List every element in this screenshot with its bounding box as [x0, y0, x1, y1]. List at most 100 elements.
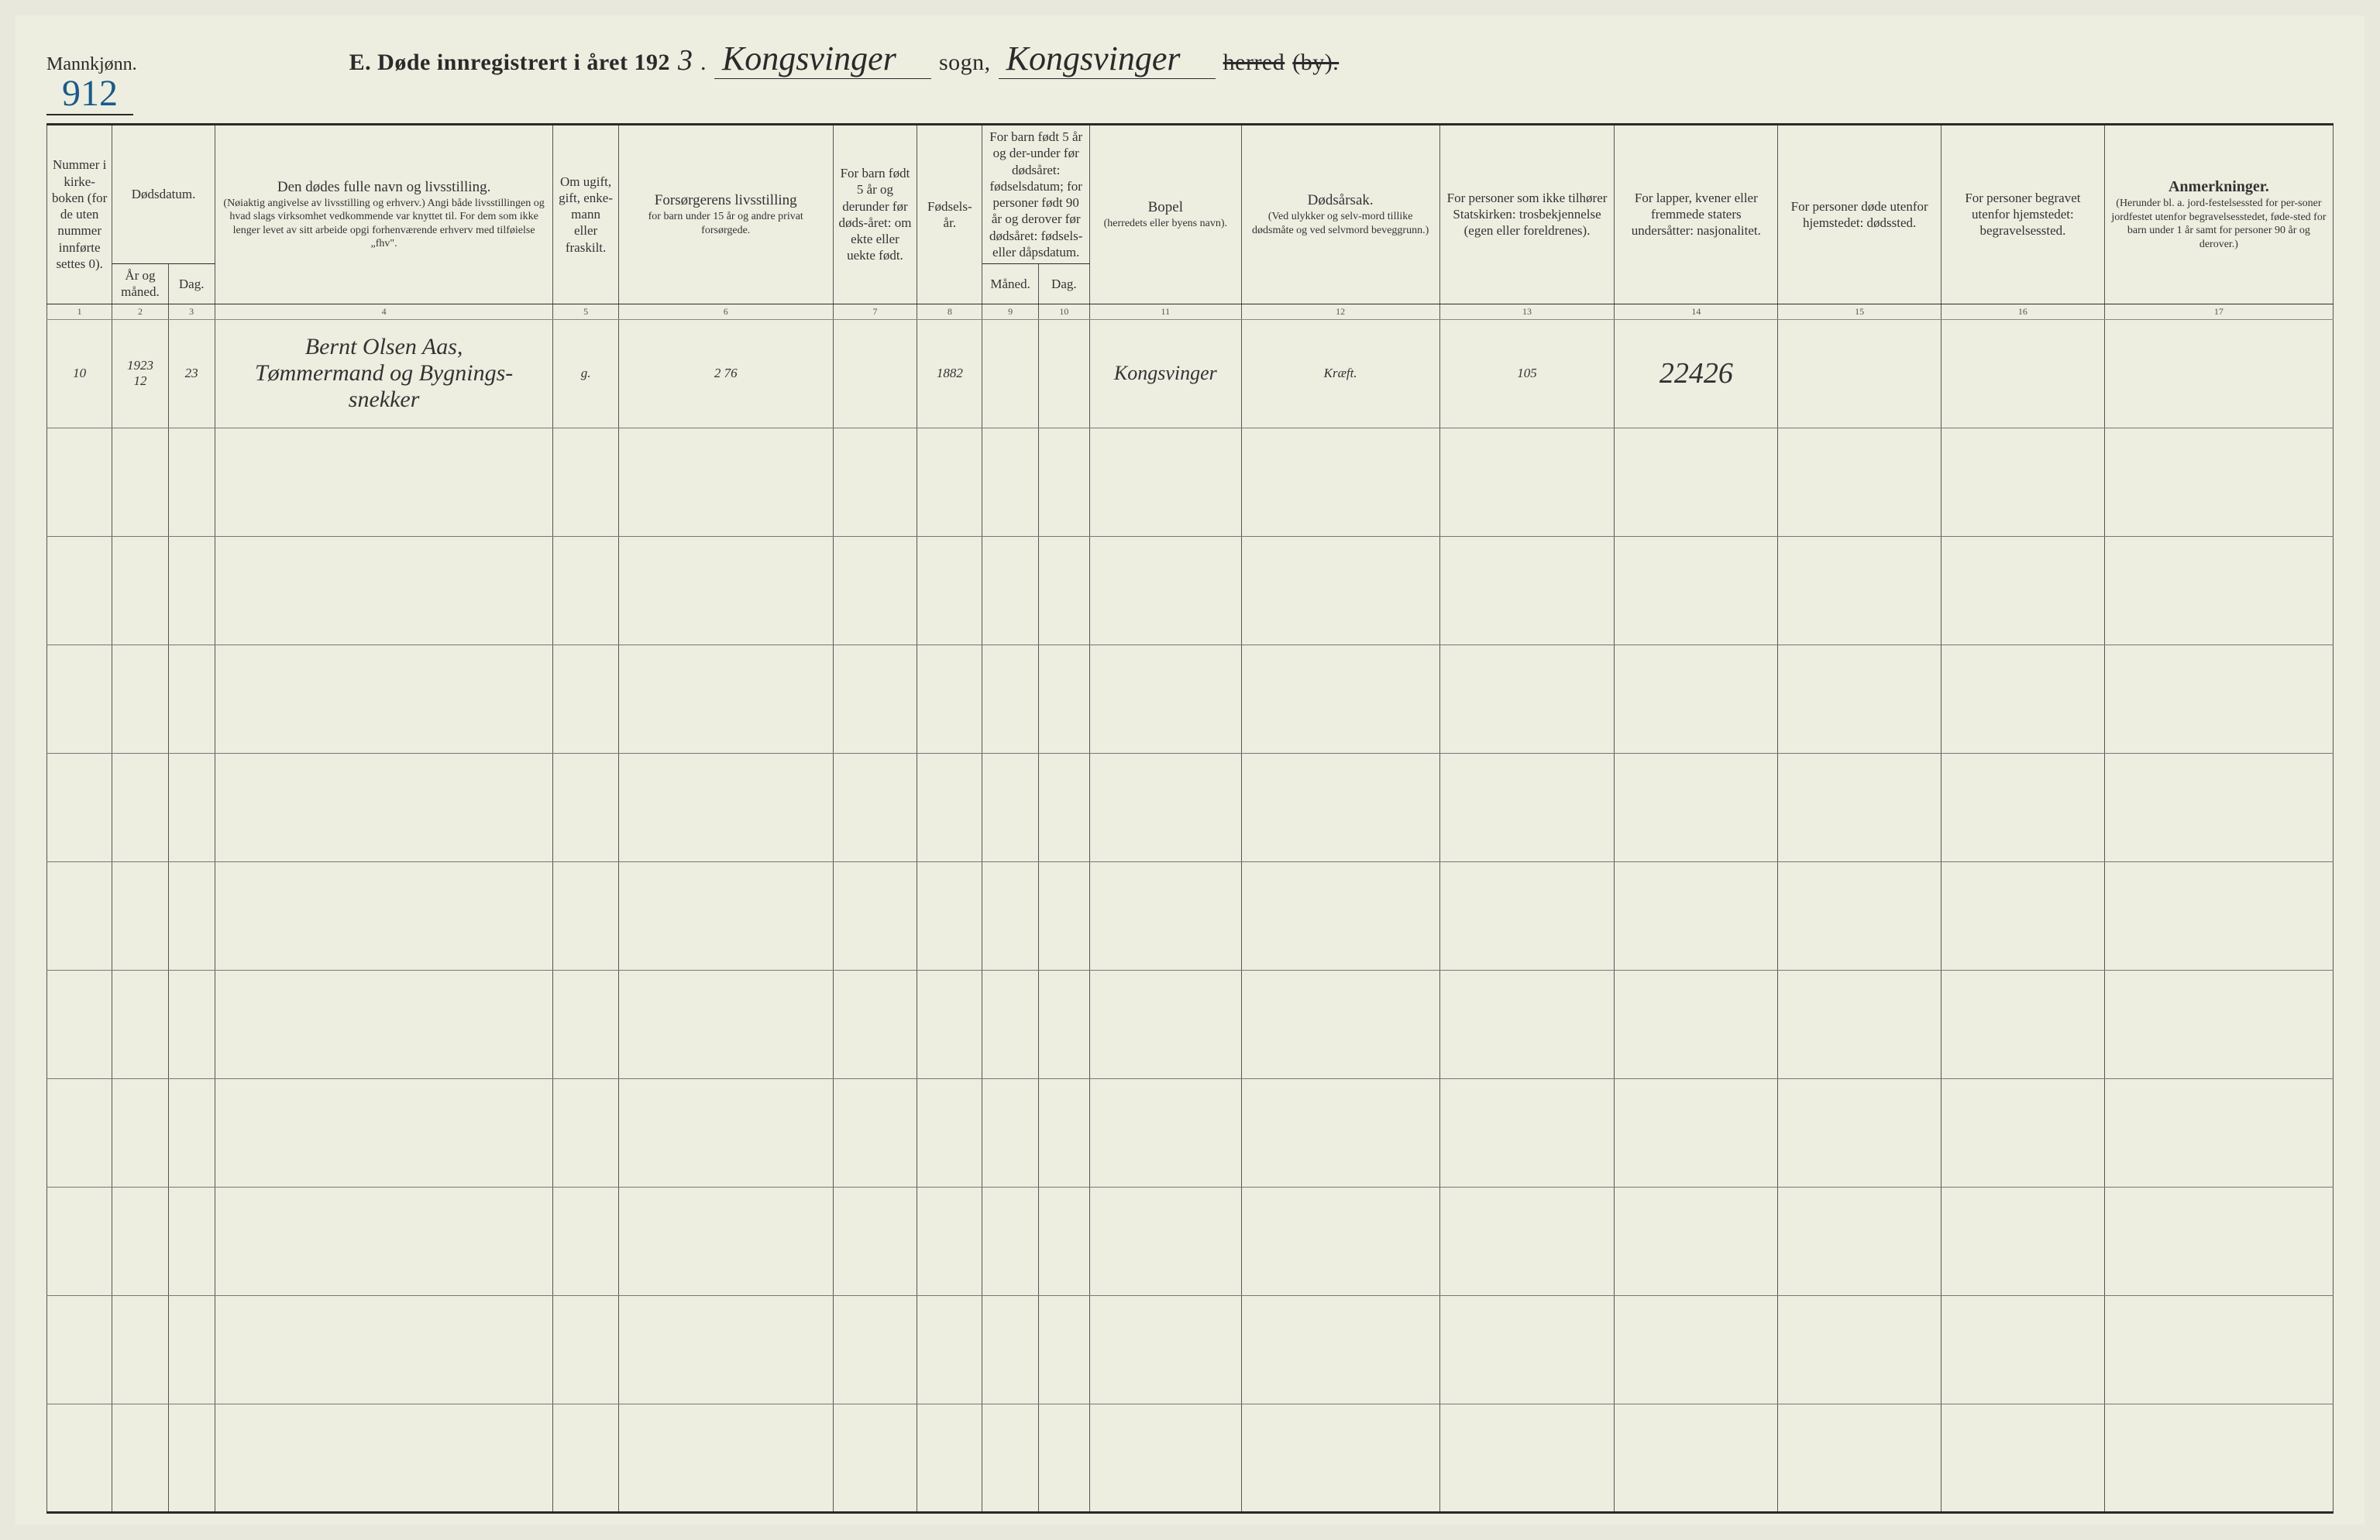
- empty-cell: [1778, 645, 1941, 753]
- empty-cell: [1941, 970, 2105, 1078]
- empty-cell: [1089, 1295, 1241, 1404]
- empty-cell: [47, 1295, 112, 1404]
- title-prefix: E. Døde innregistrert i året 192: [349, 50, 670, 76]
- empty-cell: [112, 645, 168, 753]
- table-row-empty: [47, 970, 2334, 1078]
- colnum: 3: [168, 304, 215, 319]
- table-row-empty: [47, 536, 2334, 645]
- empty-cell: [1439, 645, 1615, 753]
- entry-number: 10: [47, 319, 112, 428]
- empty-cell: [2104, 1295, 2333, 1404]
- empty-cell: [553, 970, 618, 1078]
- col-17-header: Anmerkninger. (Herunder bl. a. jord-fest…: [2104, 125, 2333, 304]
- empty-cell: [1941, 536, 2105, 645]
- period: .: [700, 50, 707, 76]
- empty-cell: [982, 1404, 1038, 1512]
- entry-provider: 2 76: [618, 319, 833, 428]
- colnum: 4: [215, 304, 553, 319]
- empty-cell: [833, 1295, 917, 1404]
- entry-birth-month: [982, 319, 1038, 428]
- empty-cell: [2104, 428, 2333, 536]
- empty-cell: [112, 1078, 168, 1187]
- empty-cell: [1439, 1078, 1615, 1187]
- empty-cell: [215, 753, 553, 861]
- col-11-sub: (herredets eller byens navn).: [1095, 217, 1236, 231]
- empty-cell: [1038, 1187, 1089, 1295]
- empty-cell: [982, 428, 1038, 536]
- col-3-header: Dag.: [168, 264, 215, 304]
- empty-cell: [833, 1404, 917, 1512]
- empty-cell: [917, 970, 982, 1078]
- empty-cell: [917, 1295, 982, 1404]
- entry-year-month: 1923 12: [112, 319, 168, 428]
- empty-cell: [215, 428, 553, 536]
- empty-cell: [833, 428, 917, 536]
- entry-col14: 22426: [1615, 319, 1778, 428]
- empty-cell: [1089, 1187, 1241, 1295]
- empty-cell: [2104, 1078, 2333, 1187]
- empty-cell: [917, 861, 982, 970]
- empty-cell: [1241, 1187, 1439, 1295]
- empty-cell: [618, 753, 833, 861]
- empty-cell: [982, 1078, 1038, 1187]
- table-row-empty: [47, 1078, 2334, 1187]
- empty-cell: [1615, 753, 1778, 861]
- empty-cell: [1241, 1295, 1439, 1404]
- empty-cell: [168, 970, 215, 1078]
- empty-cell: [1038, 536, 1089, 645]
- empty-cell: [1941, 1404, 2105, 1512]
- empty-cell: [618, 645, 833, 753]
- empty-cell: [47, 1078, 112, 1187]
- empty-cell: [215, 970, 553, 1078]
- empty-cell: [1089, 428, 1241, 536]
- empty-cell: [1941, 645, 2105, 753]
- empty-cell: [618, 861, 833, 970]
- empty-cell: [1941, 1187, 2105, 1295]
- empty-cell: [1615, 428, 1778, 536]
- empty-cell: [1615, 1187, 1778, 1295]
- empty-cell: [1778, 1078, 1941, 1187]
- empty-cell: [982, 645, 1038, 753]
- empty-cell: [1038, 428, 1089, 536]
- gender-label: Mannkjønn.: [46, 54, 137, 75]
- colnum: 14: [1615, 304, 1778, 319]
- empty-cell: [1241, 428, 1439, 536]
- empty-cell: [553, 861, 618, 970]
- entry-col17: [2104, 319, 2333, 428]
- empty-cell: [1439, 753, 1615, 861]
- empty-cell: [168, 645, 215, 753]
- empty-cell: [215, 1078, 553, 1187]
- empty-cell: [1038, 1295, 1089, 1404]
- colnum: 2: [112, 304, 168, 319]
- empty-cell: [1089, 1404, 1241, 1512]
- empty-cell: [1778, 1295, 1941, 1404]
- col-12-header: Dødsårsak. (Ved ulykker og selv-mord til…: [1241, 125, 1439, 304]
- empty-cell: [47, 861, 112, 970]
- empty-cell: [833, 645, 917, 753]
- empty-cell: [1439, 861, 1615, 970]
- empty-cell: [1241, 861, 1439, 970]
- empty-cell: [1038, 970, 1089, 1078]
- col-13-header: For personer som ikke tilhører Statskirk…: [1439, 125, 1615, 304]
- empty-cell: [1941, 1295, 2105, 1404]
- col-17-sub: (Herunder bl. a. jord-festelsessted for …: [2110, 197, 2328, 251]
- empty-cell: [168, 753, 215, 861]
- empty-cell: [47, 428, 112, 536]
- year-digit: 3: [678, 43, 693, 77]
- empty-cell: [553, 1295, 618, 1404]
- entry-residence: Kongsvinger: [1089, 319, 1241, 428]
- by-label: (by).: [1292, 50, 1339, 76]
- empty-cell: [1089, 536, 1241, 645]
- col-dodsdatum-header: Dødsdatum.: [112, 125, 215, 264]
- sogn-label: sogn,: [939, 50, 991, 76]
- empty-cell: [1778, 861, 1941, 970]
- empty-cell: [1778, 428, 1941, 536]
- empty-cell: [2104, 1404, 2333, 1512]
- herred-value: Kongsvinger: [999, 39, 1216, 79]
- empty-cell: [1038, 861, 1089, 970]
- col-16-header: For personer begravet utenfor hjemstedet…: [1941, 125, 2105, 304]
- colnum: 11: [1089, 304, 1241, 319]
- colnum: 10: [1038, 304, 1089, 319]
- entry-cause: Kræft.: [1241, 319, 1439, 428]
- empty-cell: [1439, 1404, 1615, 1512]
